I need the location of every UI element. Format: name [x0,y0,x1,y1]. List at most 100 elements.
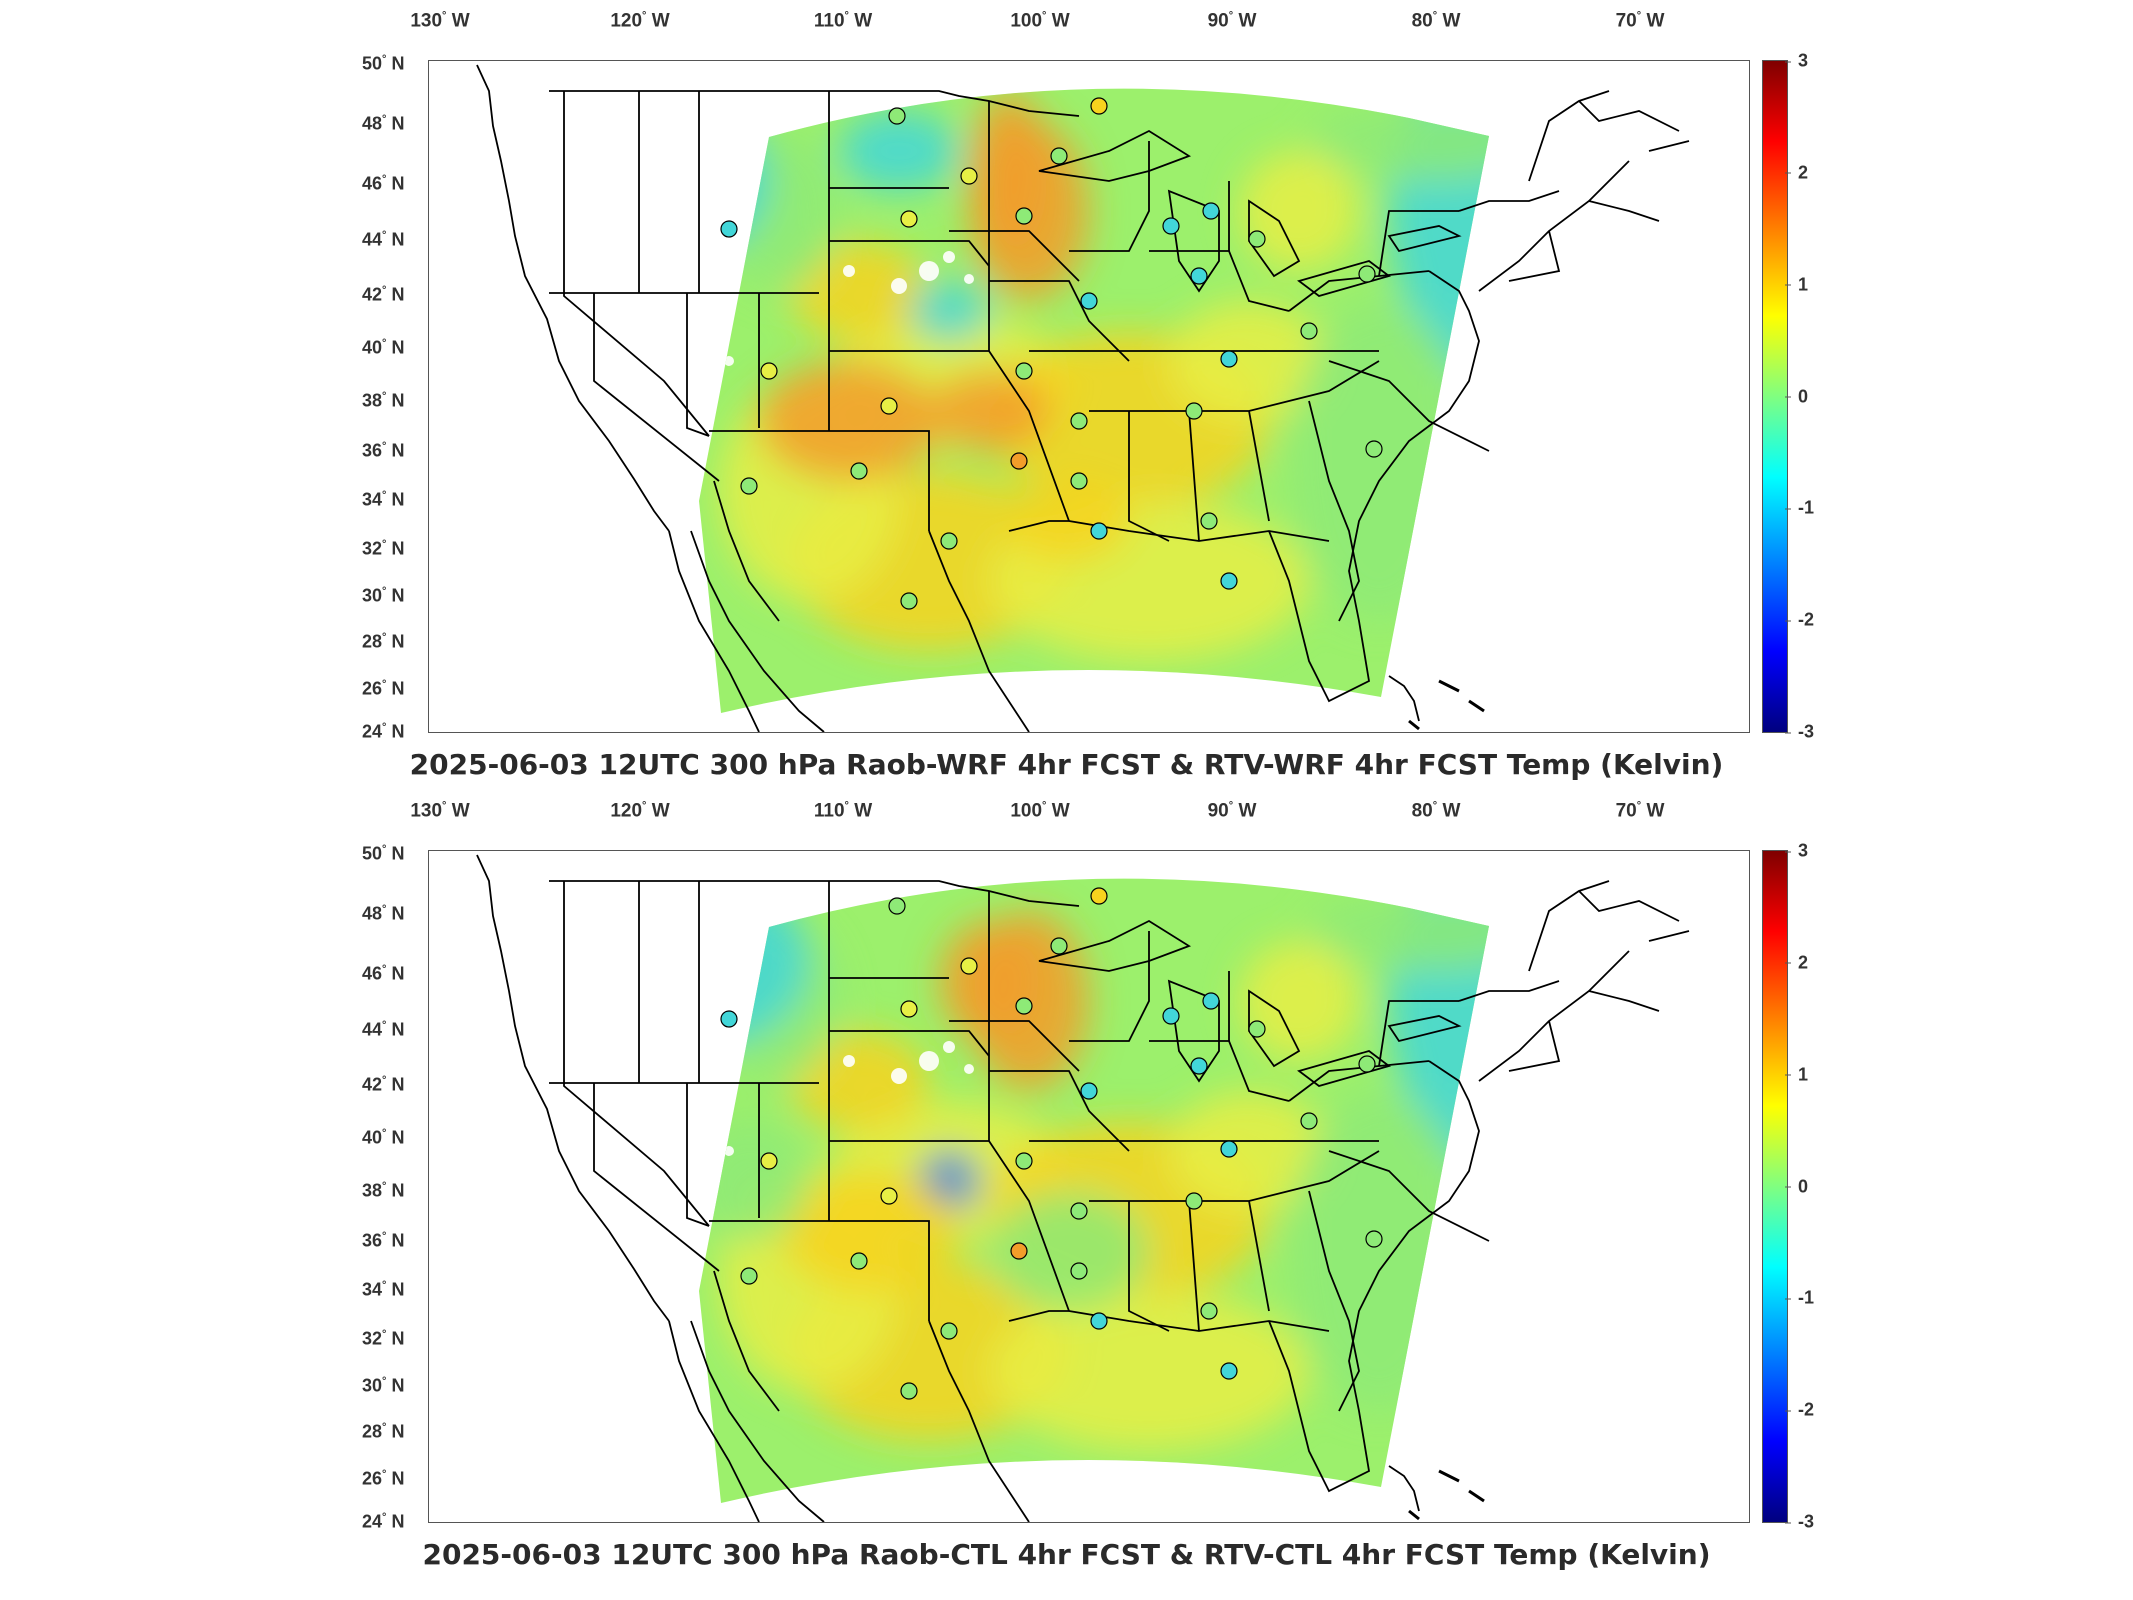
raob-station-marker [1185,402,1203,420]
raob-station-marker [960,167,978,185]
raob-station-marker [1300,322,1318,340]
raob-station-marker [1010,452,1028,470]
raob-station-marker [1010,1242,1028,1260]
raob-station-marker [1248,230,1266,248]
raob-station-marker [1080,1082,1098,1100]
lat-tick-label: 34° N [362,489,405,510]
raob-station-marker [1365,1230,1383,1248]
colorbar-tick-label: -3 [1784,721,1815,742]
model-domain-field [699,878,1489,1503]
raob-station-marker [900,592,918,610]
raob-station-marker [1202,202,1220,220]
colorbar-top [1762,60,1788,733]
map-area-top [428,60,1750,733]
raob-station-marker [720,1010,738,1028]
lat-tick-label: 28° N [362,1421,405,1442]
colorbar-tick-label: 0 [1784,1176,1809,1196]
map-area-bottom [428,850,1750,1523]
raob-station-marker [1080,292,1098,310]
raob-station-marker [1050,937,1068,955]
raob-station-marker [1070,1262,1088,1280]
raob-station-marker [960,957,978,975]
lat-tick-label: 32° N [362,1328,405,1349]
lon-tick-label: 120° W [610,10,670,32]
lat-tick-label: 36° N [362,1230,405,1251]
lat-tick-label: 26° N [362,1468,405,1489]
raob-station-marker [760,362,778,380]
raob-station-marker [1015,997,1033,1015]
model-domain-field [699,88,1489,713]
colorbar-tick-label: 3 [1784,50,1809,71]
lat-tick-label: 46° N [362,173,405,194]
raob-station-marker [1090,522,1108,540]
lat-tick-label: 42° N [362,1074,405,1095]
lat-tick-label: 44° N [362,229,405,250]
lon-tick-label: 130° W [410,10,470,32]
lat-tick-label: 28° N [362,631,405,652]
raob-station-marker [720,220,738,238]
lat-tick-label: 48° N [362,903,405,924]
raob-station-marker [880,1187,898,1205]
lon-tick-label: 90° W [1207,10,1257,32]
lon-tick-label: 130° W [410,800,470,822]
raob-station-marker [1358,1055,1376,1073]
raob-station-marker [1190,267,1208,285]
raob-station-marker [900,210,918,228]
raob-station-marker [880,397,898,415]
raob-station-marker [1162,217,1180,235]
raob-station-marker [1070,1202,1088,1220]
raob-station-marker [1070,412,1088,430]
map-panel-bottom: 130° W 120° W 110° W 100° W 90° W 80° W 70° W … [0,790,2133,1600]
colorbar-tick-label: -2 [1784,609,1815,630]
raob-station-marker [1220,1362,1238,1380]
raob-station-marker [940,1322,958,1340]
lat-tick-label: 26° N [362,678,405,699]
lon-tick-label: 100° W [1010,10,1070,32]
colorbar-tick-label: 1 [1784,274,1809,295]
colorbar-tick-label: -1 [1784,1287,1815,1308]
lat-tick-label: 30° N [362,1375,405,1396]
colorbar-tick-label: 1 [1784,1064,1809,1085]
raob-station-marker [1162,1007,1180,1025]
lat-tick-label: 46° N [362,963,405,984]
raob-station-marker [888,107,906,125]
lat-tick-label: 50° N [362,53,405,74]
lon-tick-label: 120° W [610,800,670,822]
lon-tick-label: 70° W [1615,800,1665,822]
raob-station-marker [740,477,758,495]
lon-tick-label: 110° W [813,800,873,822]
raob-station-marker [1220,350,1238,368]
lat-tick-label: 38° N [362,390,405,411]
raob-stations [720,97,1383,610]
raob-station-marker [850,1252,868,1270]
raob-station-marker [850,462,868,480]
raob-station-marker [1358,265,1376,283]
raob-station-marker [940,532,958,550]
colorbar-tick-label: -3 [1784,1511,1815,1532]
raob-station-marker [1220,1140,1238,1158]
raob-station-marker [1070,472,1088,490]
lon-tick-label: 70° W [1615,10,1665,32]
raob-station-marker [1015,207,1033,225]
map-panel-top: 130° W 120° W 110° W 100° W 90° W 80° W 70° W … [362,10,1815,781]
raob-station-marker [1190,1057,1208,1075]
temperature-difference-map [476,64,1690,732]
lon-tick-label: 110° W [813,10,873,32]
lat-tick-label: 40° N [362,1127,405,1148]
raob-station-marker [1050,147,1068,165]
colorbar-bottom [1762,850,1788,1523]
raob-station-marker [888,897,906,915]
lat-tick-label: 34° N [362,1279,405,1300]
raob-station-marker [1015,362,1033,380]
raob-station-marker [1220,572,1238,590]
lat-tick-label: 42° N [362,284,405,305]
raob-station-marker [740,1267,758,1285]
lat-tick-label: 48° N [362,113,405,134]
raob-station-marker [1185,1192,1203,1210]
raob-station-marker [1090,887,1108,905]
lat-tick-label: 32° N [362,538,405,559]
colorbar-tick-label: 2 [1784,162,1809,183]
raob-station-marker [900,1382,918,1400]
raob-station-marker [1248,1020,1266,1038]
raob-station-marker [1365,440,1383,458]
